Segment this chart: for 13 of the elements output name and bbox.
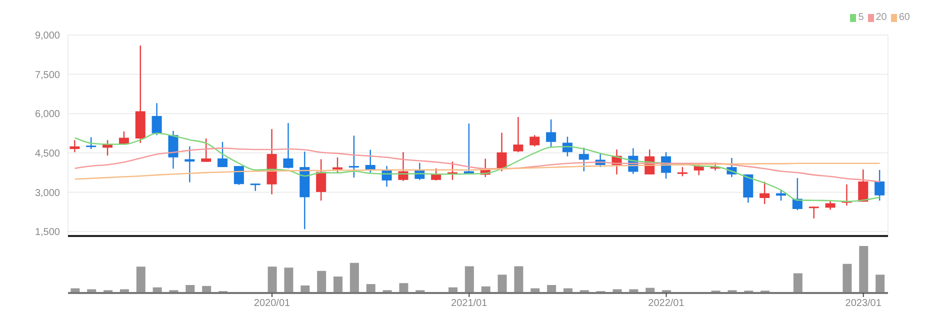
legend-label: 5 bbox=[858, 12, 864, 23]
legend-label: 20 bbox=[876, 12, 887, 23]
y-tick-label: 7,500 bbox=[34, 70, 60, 81]
y-tick-label: 3,000 bbox=[34, 188, 60, 199]
y-tick-label: 1,500 bbox=[34, 227, 60, 238]
y-tick-label: 6,000 bbox=[34, 109, 60, 120]
legend-label: 60 bbox=[898, 12, 910, 23]
x-tick-label: 2021/01 bbox=[451, 298, 488, 310]
y-tick-label: 4,500 bbox=[34, 148, 60, 160]
y-tick-label: 9,000 bbox=[34, 30, 60, 42]
x-tick-label: 2022/01 bbox=[648, 298, 685, 310]
x-tick-label: 2020/01 bbox=[254, 298, 291, 310]
x-tick-label: 2023/01 bbox=[845, 298, 882, 310]
